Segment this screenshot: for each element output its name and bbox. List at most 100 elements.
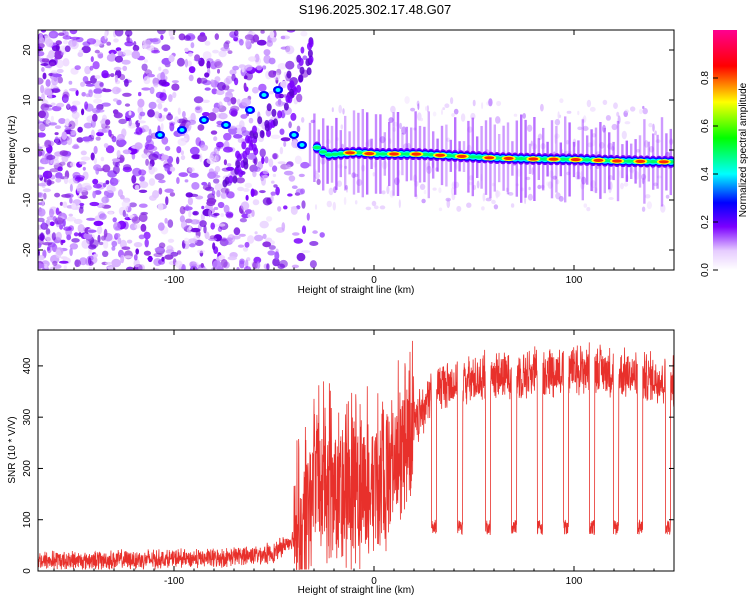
noise-blob <box>491 182 495 187</box>
noise-blob <box>252 158 257 164</box>
noise-blob <box>301 117 305 123</box>
noise-blob <box>54 217 64 225</box>
noise-blob <box>197 249 206 254</box>
noise-blob <box>111 240 118 247</box>
noise-blob <box>196 77 202 84</box>
noise-blob <box>510 203 515 208</box>
noise-blob <box>49 32 56 38</box>
noise-blob <box>105 145 115 154</box>
noise-blob <box>158 179 166 184</box>
noise-blob <box>168 54 175 63</box>
noise-blob <box>38 166 45 170</box>
noise-blob <box>319 232 325 238</box>
noise-blob <box>180 155 186 161</box>
noise-blob <box>205 186 215 192</box>
noise-blob <box>93 88 103 95</box>
noise-blob <box>157 30 166 35</box>
noise-blob <box>93 164 102 172</box>
noise-blob <box>286 30 296 33</box>
noise-blob <box>45 228 51 236</box>
ridge-band <box>402 152 412 156</box>
noise-blob <box>38 255 45 261</box>
noise-blob <box>188 74 194 82</box>
noise-blob <box>301 250 311 254</box>
noise-blob <box>187 197 193 206</box>
noise-blob <box>133 254 138 261</box>
noise-blob <box>217 81 226 91</box>
noise-blob <box>49 221 55 227</box>
noise-blob <box>138 234 145 240</box>
ridge-hotspot-core <box>435 153 446 157</box>
noise-blob <box>82 166 86 171</box>
streak-blob <box>235 160 241 168</box>
ridge-hotspot-core <box>456 154 467 158</box>
noise-blob <box>247 152 257 160</box>
noise-blob <box>121 200 131 209</box>
noise-blob <box>69 183 73 192</box>
noise-blob <box>227 99 232 106</box>
noise-blob <box>60 256 68 260</box>
noise-blob <box>273 184 278 188</box>
noise-blob <box>147 73 155 78</box>
noise-blob <box>121 59 131 65</box>
colorbar-label: Normalized spectral amplitude <box>738 82 749 217</box>
noise-blob <box>259 190 266 194</box>
noise-blob <box>114 233 121 238</box>
noise-blob <box>277 63 287 70</box>
noise-blob <box>61 239 66 244</box>
noise-blob <box>138 264 145 270</box>
early-ridge-core <box>179 128 185 132</box>
noise-blob <box>112 165 120 175</box>
noise-blob <box>495 189 499 199</box>
noise-blob <box>270 191 277 196</box>
noise-blob <box>111 246 116 251</box>
noise-blob <box>42 188 52 193</box>
ridge-band <box>312 145 322 150</box>
noise-blob <box>472 99 476 107</box>
noise-blob <box>126 239 133 244</box>
noise-blob <box>192 210 199 216</box>
noise-blob <box>79 257 88 266</box>
noise-blob <box>256 64 263 71</box>
noise-blob <box>373 205 379 210</box>
noise-blob <box>171 83 180 91</box>
noise-blob <box>241 97 252 107</box>
noise-blob <box>134 142 143 150</box>
noise-blob <box>583 203 588 208</box>
noise-blob <box>84 101 89 110</box>
noise-blob <box>505 187 509 193</box>
noise-blob <box>199 153 203 163</box>
noise-blob <box>103 228 108 238</box>
noise-blob <box>38 233 46 241</box>
noise-blob <box>75 89 79 96</box>
noise-blob <box>592 133 597 138</box>
noise-blob <box>266 39 274 47</box>
noise-blob <box>426 105 429 113</box>
noise-blob <box>190 219 200 225</box>
noise-blob <box>245 259 249 269</box>
noise-blob <box>190 42 195 49</box>
noise-blob <box>92 178 99 185</box>
noise-blob <box>118 139 127 146</box>
noise-blob <box>513 113 518 117</box>
noise-blob <box>108 211 114 215</box>
noise-blob <box>143 250 151 256</box>
noise-blob <box>172 91 177 99</box>
noise-blob <box>217 201 225 209</box>
noise-blob <box>166 113 174 121</box>
colorbar-tick-label: 0.6 <box>700 119 711 133</box>
noise-blob <box>648 122 653 128</box>
noise-blob <box>119 239 127 249</box>
noise-blob <box>295 188 304 196</box>
noise-blob <box>58 118 66 124</box>
noise-blob <box>176 57 185 67</box>
noise-blob <box>239 39 244 46</box>
noise-blob <box>40 197 45 207</box>
noise-blob <box>43 177 47 183</box>
noise-blob <box>62 58 70 67</box>
noise-blob <box>101 102 111 107</box>
noise-blob <box>527 193 533 201</box>
noise-blob <box>92 190 97 199</box>
noise-blob <box>340 124 344 130</box>
noise-blob <box>237 244 245 248</box>
